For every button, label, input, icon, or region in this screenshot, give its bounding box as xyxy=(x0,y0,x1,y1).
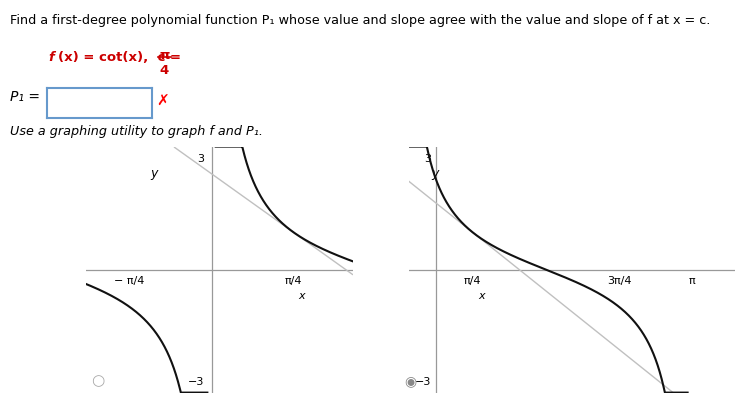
Text: − π/4: − π/4 xyxy=(114,276,145,285)
Text: −3: −3 xyxy=(188,377,204,387)
Text: x: x xyxy=(298,290,305,300)
Text: π: π xyxy=(689,276,695,285)
Text: Find a first-degree polynomial function P₁ whose value and slope agree with the : Find a first-degree polynomial function … xyxy=(10,14,710,27)
Text: x: x xyxy=(478,290,484,300)
Text: π: π xyxy=(160,49,170,62)
Text: Use a graphing utility to graph f and P₁.: Use a graphing utility to graph f and P₁… xyxy=(10,125,262,138)
Text: 3π/4: 3π/4 xyxy=(607,276,631,285)
Text: π/4: π/4 xyxy=(285,276,302,285)
Text: (x) = cot(x),  c =: (x) = cot(x), c = xyxy=(58,51,181,64)
Text: P₁ =: P₁ = xyxy=(10,90,40,104)
Text: y: y xyxy=(431,167,439,180)
Text: f: f xyxy=(49,51,55,64)
Text: 3: 3 xyxy=(424,153,431,163)
Text: ◉: ◉ xyxy=(404,373,416,387)
Text: ○: ○ xyxy=(92,372,105,387)
Text: y: y xyxy=(151,167,157,180)
Text: 4: 4 xyxy=(160,63,169,76)
Text: π/4: π/4 xyxy=(464,276,482,285)
Text: −3: −3 xyxy=(415,377,431,387)
Text: ✗: ✗ xyxy=(156,94,169,109)
Text: 3: 3 xyxy=(197,153,204,163)
